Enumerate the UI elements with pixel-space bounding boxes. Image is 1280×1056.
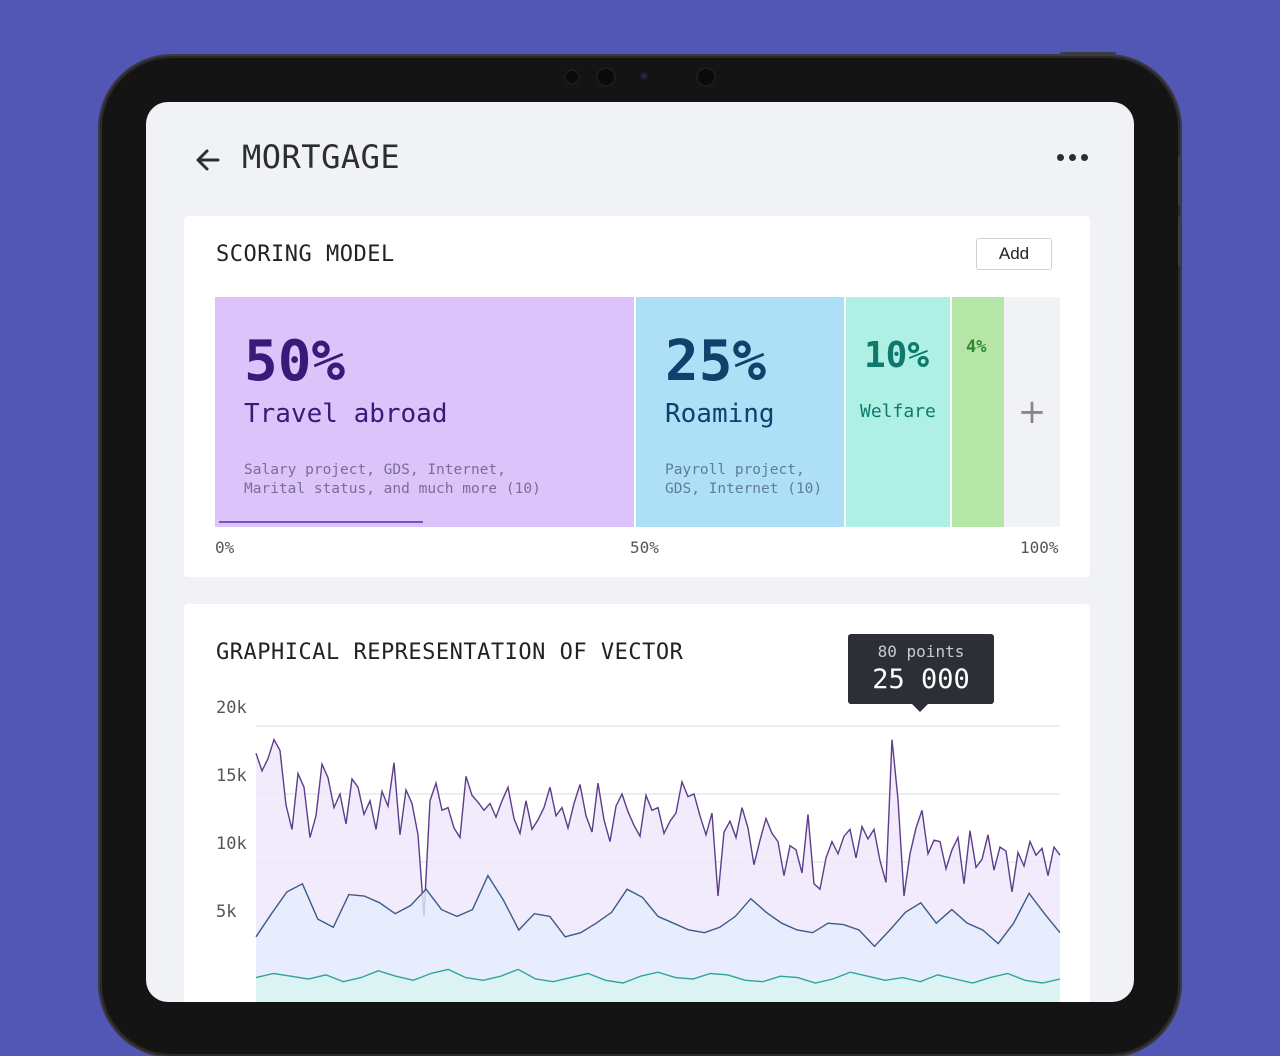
axis-label-mid: 50%: [630, 538, 659, 557]
segment-percent: 4%: [966, 337, 987, 357]
series-line-1[interactable]: [255, 874, 1061, 948]
y-tick-label: 15k: [216, 766, 247, 786]
segment-travel-abroad[interactable]: 50% Travel abroad Salary project, GDS, I…: [215, 297, 636, 527]
card-title: SCORING MODEL: [216, 242, 395, 267]
volume-up-button: [1178, 156, 1182, 206]
camera-icon: [596, 67, 616, 87]
axis-label-end: 100%: [1020, 538, 1059, 557]
axis-label-start: 0%: [215, 538, 235, 557]
plus-icon: +: [1017, 392, 1047, 432]
segment-description: Payroll project, GDS, Internet (10): [665, 461, 822, 499]
desc-line: GDS, Internet (10): [665, 481, 823, 497]
tooltip-value: 25 000: [872, 664, 970, 695]
add-button[interactable]: Add: [976, 238, 1052, 270]
volume-down-button: [1178, 216, 1182, 266]
segment-label: Travel abroad: [244, 399, 448, 429]
scoring-bar: 50% Travel abroad Salary project, GDS, I…: [215, 297, 1060, 527]
desc-line: Salary project, GDS, Internet,: [244, 462, 506, 478]
tooltip-subtitle: 80 points: [877, 642, 965, 661]
segment-small[interactable]: 4%: [952, 297, 1004, 527]
y-tick-label: 20k: [216, 698, 247, 718]
page-title: MORTGAGE: [242, 138, 401, 176]
segment-percent: 25%: [665, 329, 767, 394]
segment-description: Salary project, GDS, Internet, Marital s…: [244, 461, 541, 499]
series-line-0[interactable]: [255, 737, 1061, 917]
segment-underline: [219, 521, 423, 523]
chart-tooltip: 80 points 25 000: [848, 634, 994, 712]
segment-welfare[interactable]: 10% Welfare: [846, 297, 952, 527]
desc-line: Marital status, and much more (10): [244, 481, 541, 497]
screen: MORTGAGE SCORING MODEL Add 50% Travel ab…: [146, 102, 1134, 1002]
desc-line: Payroll project,: [665, 462, 805, 478]
top-bar: MORTGAGE: [146, 102, 1134, 212]
segment-roaming[interactable]: 25% Roaming Payroll project, GDS, Intern…: [636, 297, 846, 527]
sensor-icon: [564, 69, 580, 85]
scoring-model-card: SCORING MODEL Add 50% Travel abroad Sala…: [184, 216, 1090, 577]
segment-percent: 10%: [864, 335, 930, 376]
arrow-left-icon[interactable]: [194, 146, 222, 174]
segment-label: Welfare: [860, 401, 936, 422]
segment-label: Roaming: [665, 399, 775, 429]
indicator-icon: [640, 72, 648, 80]
camera-bar: [560, 67, 720, 88]
y-tick-label: 5k: [216, 902, 237, 922]
segment-percent: 50%: [244, 329, 346, 394]
vector-chart-card: GRAPHICAL REPRESENTATION OF VECTOR 20k 1…: [184, 604, 1090, 1002]
card-title: GRAPHICAL REPRESENTATION OF VECTOR: [216, 640, 684, 665]
sensor-icon: [696, 67, 716, 87]
power-button: [1060, 52, 1116, 56]
y-tick-label: 10k: [216, 834, 247, 854]
add-segment-button[interactable]: +: [1004, 297, 1060, 527]
more-horizontal-icon[interactable]: [1057, 154, 1088, 161]
